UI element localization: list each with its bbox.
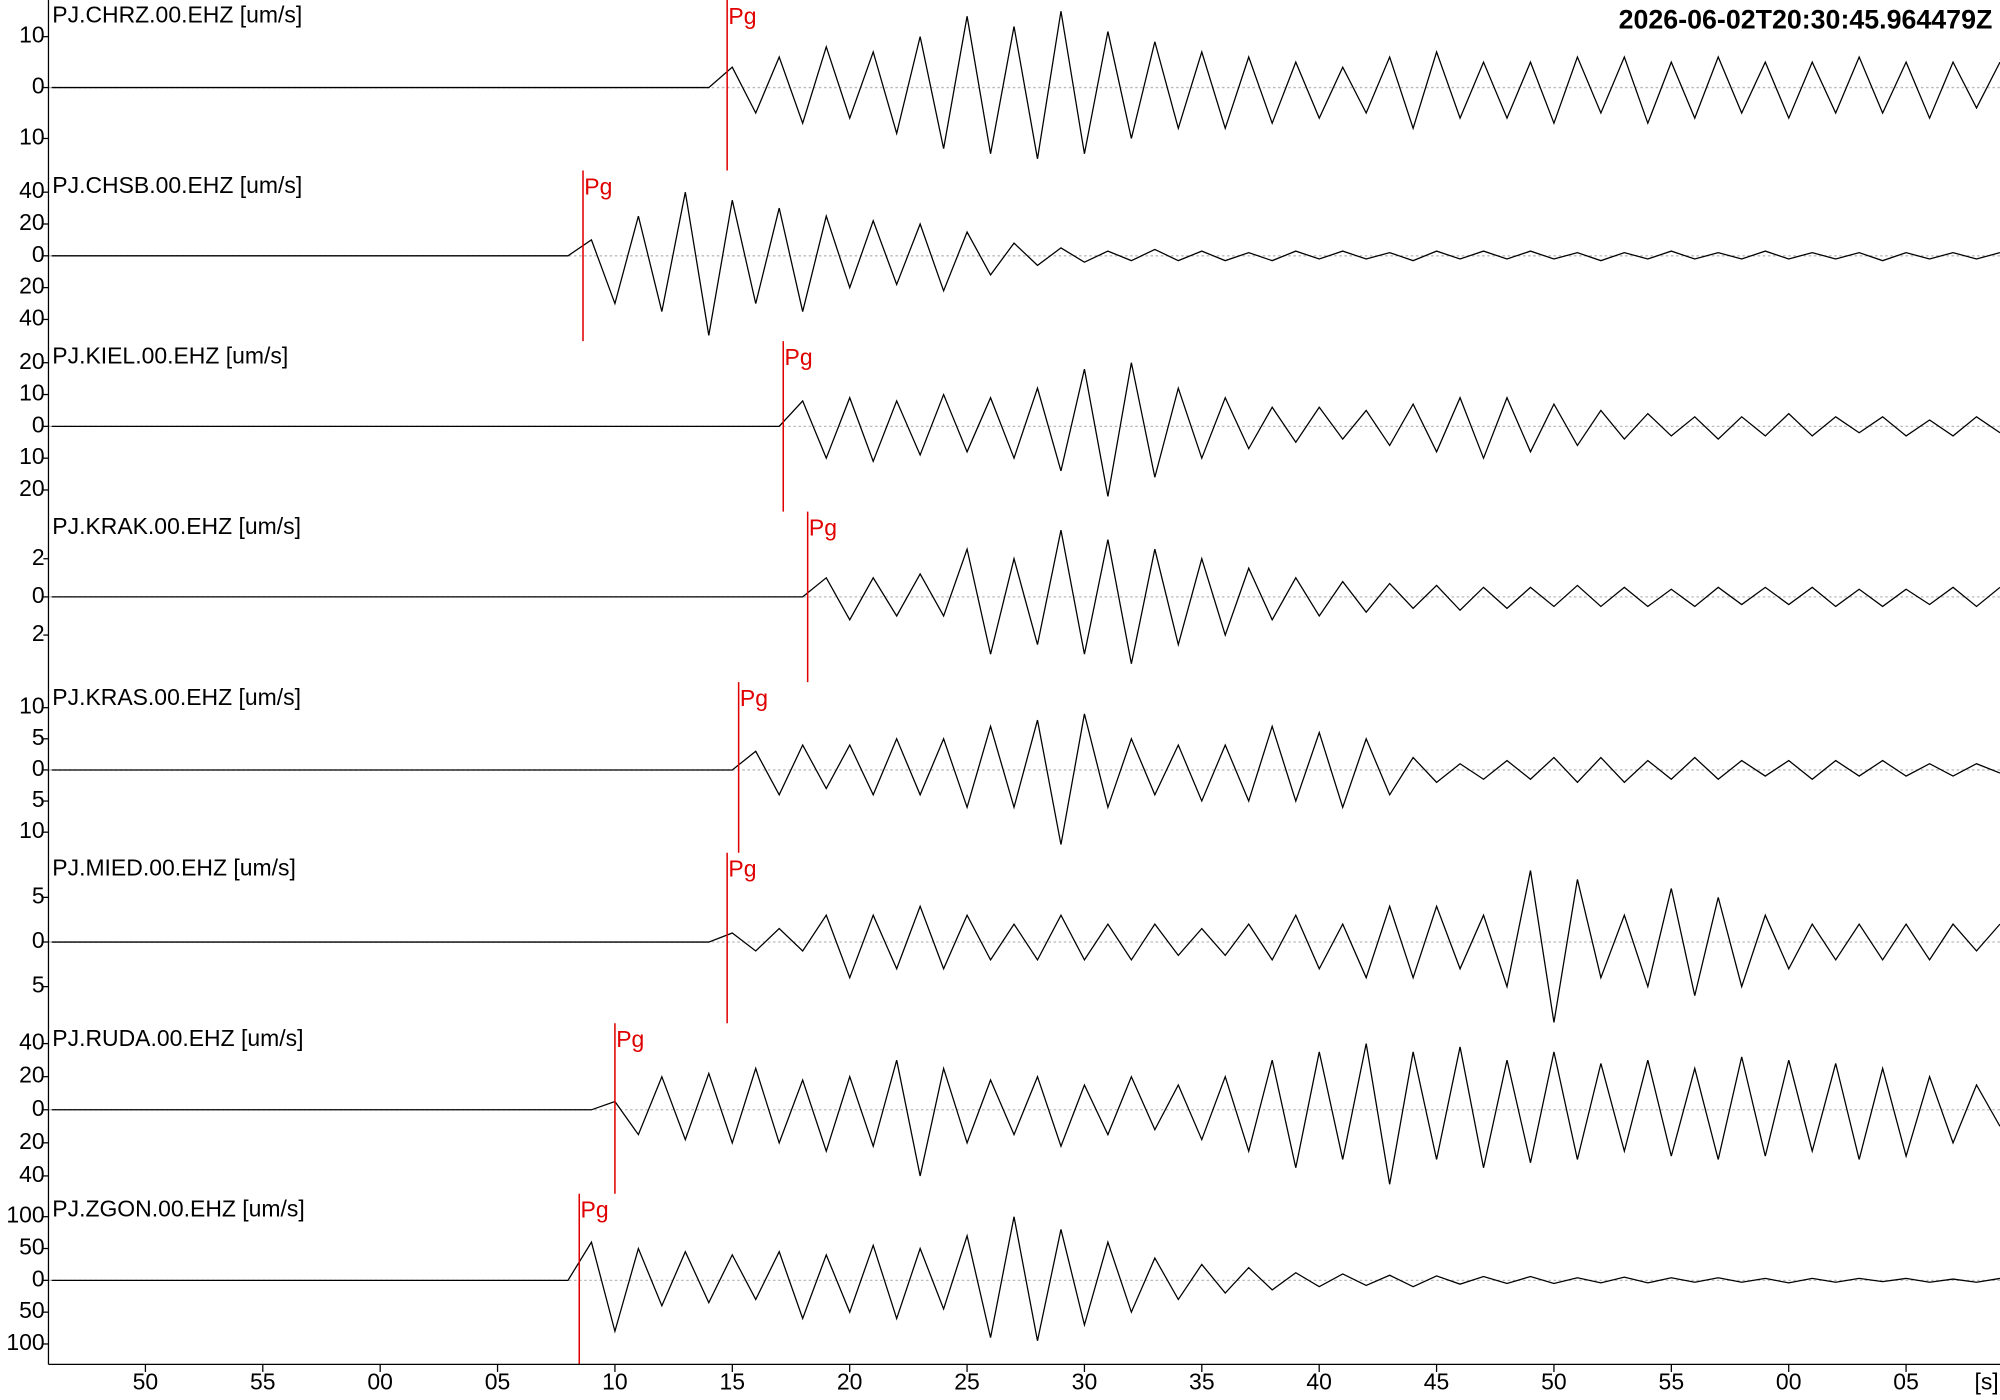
y-tick-label: 20: [19, 1062, 45, 1088]
y-tick-label: 5: [32, 882, 45, 908]
waveform: [51, 1216, 2000, 1341]
pick-label: Pg: [728, 3, 756, 29]
y-tick-label: 100: [6, 1329, 44, 1355]
x-tick-label: 55: [1659, 1369, 1685, 1395]
y-tick-label: 0: [32, 411, 45, 437]
trace-label: PJ.CHRZ.00.EHZ [um/s]: [52, 2, 302, 28]
pick-label: Pg: [584, 173, 612, 199]
y-tick-label: 10: [19, 124, 45, 150]
y-tick-label: 0: [32, 755, 45, 781]
y-tick-label: 50: [19, 1234, 45, 1260]
x-tick-label: 25: [954, 1369, 980, 1395]
x-tick-label: 40: [1306, 1369, 1332, 1395]
pick-label: Pg: [616, 1026, 644, 1052]
x-tick-label: 50: [1541, 1369, 1567, 1395]
plot-area: 2026-06-02T20:30:45.964479Z 10010PgPJ.CH…: [6, 0, 2000, 1394]
y-tick-label: 40: [19, 1161, 45, 1187]
pick-label: Pg: [740, 685, 768, 711]
y-tick-label: 50: [19, 1297, 45, 1323]
y-tick-label: 0: [32, 927, 45, 953]
y-tick-label: 0: [32, 1095, 45, 1121]
trace-label: PJ.KIEL.00.EHZ [um/s]: [52, 343, 288, 369]
pick-label: Pg: [785, 344, 813, 370]
x-tick-label: 10: [602, 1369, 628, 1395]
trace-label: PJ.ZGON.00.EHZ [um/s]: [52, 1195, 304, 1221]
y-tick-label: 2: [32, 544, 45, 570]
x-tick-label: 20: [837, 1369, 863, 1395]
trace-label: PJ.RUDA.00.EHZ [um/s]: [52, 1025, 303, 1051]
y-tick-label: 10: [19, 693, 45, 719]
pick-label: Pg: [728, 856, 756, 882]
waveform: [51, 1043, 2000, 1185]
x-tick-label: 05: [485, 1369, 511, 1395]
y-tick-label: 10: [19, 443, 45, 469]
pick-label: Pg: [581, 1197, 609, 1223]
x-tick-label: 15: [720, 1369, 746, 1395]
trace-label: PJ.CHSB.00.EHZ [um/s]: [52, 172, 302, 198]
trace-label: PJ.KRAS.00.EHZ [um/s]: [52, 684, 301, 710]
waveform: [51, 11, 2000, 159]
timestamp: 2026-06-02T20:30:45.964479Z: [1619, 5, 1993, 35]
y-tick-label: 0: [32, 582, 45, 608]
x-tick-label: 00: [1776, 1369, 1802, 1395]
y-tick-label: 2: [32, 620, 45, 646]
y-tick-label: 5: [32, 724, 45, 750]
y-tick-label: 20: [19, 1128, 45, 1154]
y-tick-label: 0: [32, 241, 45, 267]
y-tick-label: 5: [32, 972, 45, 998]
y-tick-label: 0: [32, 73, 45, 99]
y-tick-label: 100: [6, 1202, 44, 1228]
pick-label: Pg: [809, 515, 837, 541]
trace-label: PJ.MIED.00.EHZ [um/s]: [52, 854, 296, 880]
y-tick-label: 40: [19, 305, 45, 331]
y-tick-label: 20: [19, 475, 45, 501]
y-tick-label: 5: [32, 786, 45, 812]
x-tick-label: 35: [1189, 1369, 1215, 1395]
y-tick-label: 0: [32, 1265, 45, 1291]
y-tick-label: 20: [19, 348, 45, 374]
y-tick-label: 20: [19, 273, 45, 299]
x-tick-label: 00: [367, 1369, 393, 1395]
waveform: [51, 529, 2000, 664]
waveform: [51, 362, 2000, 497]
waveform: [51, 192, 2000, 336]
y-tick-label: 10: [19, 817, 45, 843]
x-tick-label: 55: [250, 1369, 276, 1395]
x-axis-label: [s]: [1974, 1369, 1998, 1395]
y-tick-label: 10: [19, 380, 45, 406]
trace-label: PJ.KRAK.00.EHZ [um/s]: [52, 513, 301, 539]
x-tick-label: 30: [1072, 1369, 1098, 1395]
waveform: [51, 870, 2000, 1023]
waveform: [51, 713, 2000, 845]
y-tick-label: 10: [19, 22, 45, 48]
y-tick-label: 40: [19, 177, 45, 203]
y-tick-label: 20: [19, 209, 45, 235]
x-tick-label: 45: [1424, 1369, 1450, 1395]
x-tick-label: 50: [133, 1369, 159, 1395]
y-tick-label: 40: [19, 1029, 45, 1055]
x-tick-label: 05: [1893, 1369, 1919, 1395]
